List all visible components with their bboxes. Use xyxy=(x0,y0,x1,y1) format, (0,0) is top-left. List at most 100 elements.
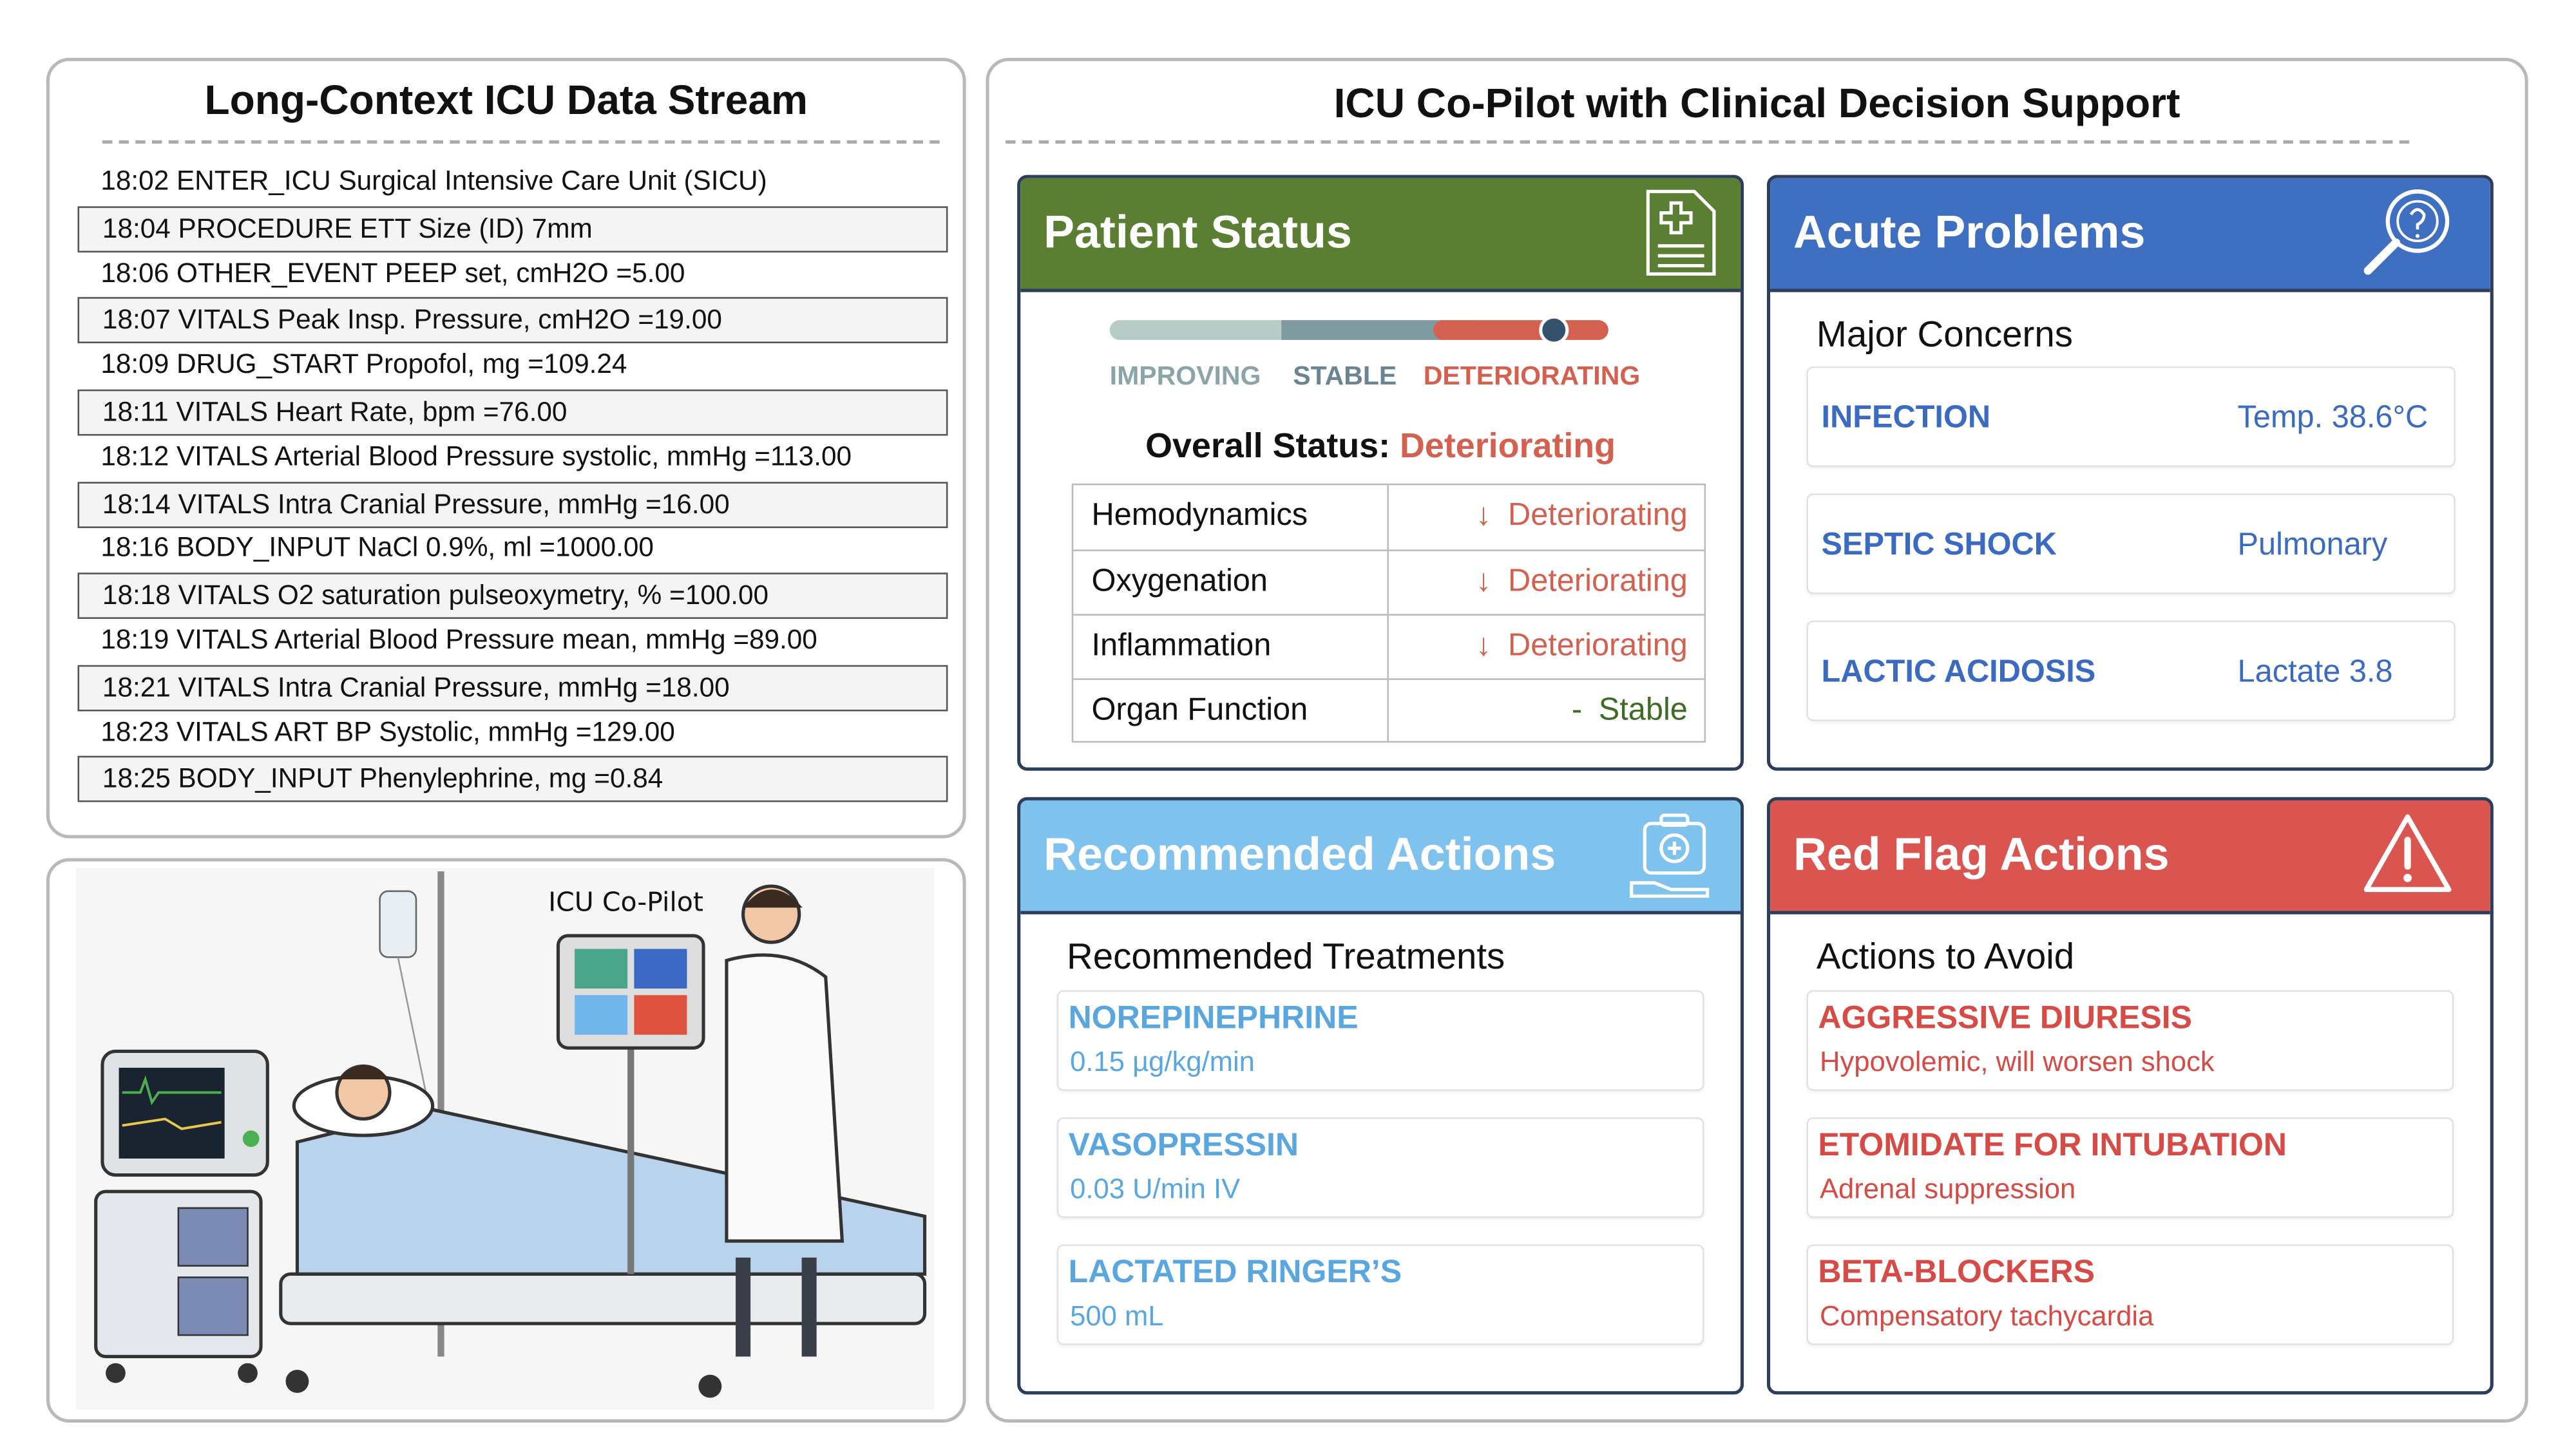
status: Deteriorating xyxy=(1508,564,1688,600)
wheel xyxy=(238,1363,258,1383)
action-detail: 0.03 U/min IV xyxy=(1070,1173,1241,1205)
doctor-coat xyxy=(725,953,844,1243)
action-detail: 0.15 µg/kg/min xyxy=(1070,1046,1255,1078)
status-row: Organ Function - Stable xyxy=(1073,678,1704,743)
search-icon xyxy=(2363,189,2450,275)
metric-name: Hemodynamics xyxy=(1091,498,1308,533)
wave xyxy=(122,1117,222,1130)
action-name: ETOMIDATE FOR INTUBATION xyxy=(1818,1127,2287,1164)
metric-status: ↓ Deteriorating xyxy=(1476,564,1688,600)
action-name: VASOPRESSIN xyxy=(1068,1127,1299,1164)
illustration-label: ICU Co-Pilot xyxy=(548,887,703,918)
action-item: AGGRESSIVE DIURESIS Hypovolemic, will wor… xyxy=(1806,990,2454,1091)
card-subtitle: Major Concerns xyxy=(1816,313,2073,355)
stream-row: 18:06 OTHER_EVENT PEEP set, cmH2O =5.00 xyxy=(100,258,685,289)
drawer xyxy=(177,1207,249,1267)
metric-cell-divider xyxy=(1387,485,1389,550)
problem-name: INFECTION xyxy=(1821,401,1991,436)
status: Stable xyxy=(1598,693,1688,728)
card-title: Acute Problems xyxy=(1793,206,2146,258)
status: Deteriorating xyxy=(1508,629,1688,664)
illustration-panel: ICU Co-Pilot xyxy=(46,858,966,1423)
action-item: BETA-BLOCKERS Compensatory tachycardia xyxy=(1806,1244,2454,1345)
action-item: LACTATED RINGER’S 500 mL xyxy=(1056,1244,1704,1345)
trend: ↓ xyxy=(1476,498,1492,533)
bed-frame xyxy=(279,1272,927,1325)
action-detail: Adrenal suppression xyxy=(1819,1173,2076,1205)
action-detail: Compensatory tachycardia xyxy=(1819,1300,2154,1332)
status-row: Inflammation ↓ Deteriorating xyxy=(1073,614,1704,679)
scale-label: STABLE xyxy=(1293,363,1397,392)
action-detail: Hypovolemic, will worsen shock xyxy=(1819,1046,2215,1078)
trend: ↓ xyxy=(1476,564,1492,600)
status-row: Oxygenation ↓ Deteriorating xyxy=(1073,549,1704,614)
card-subtitle: Recommended Treatments xyxy=(1067,935,1505,978)
card-subtitle: Actions to Avoid xyxy=(1816,935,2075,978)
stream-row: 18:25 BODY_INPUT Phenylephrine, mg =0.84 xyxy=(77,756,948,803)
panel-title: Long-Context ICU Data Stream xyxy=(204,77,808,124)
problem-name: LACTIC ACIDOSIS xyxy=(1821,655,2096,690)
action-detail: 500 mL xyxy=(1070,1300,1164,1332)
divider xyxy=(1006,140,2410,144)
action-name: LACTATED RINGER’S xyxy=(1068,1254,1402,1291)
stream-row: 18:16 BODY_INPUT NaCl 0.9%, ml =1000.00 xyxy=(100,533,654,564)
patient-status-card: Patient Status IMPROVING STABLE DETERIOR… xyxy=(1017,175,1744,771)
metric-cell-divider xyxy=(1387,615,1389,679)
document-icon xyxy=(1646,189,1716,276)
card-header: Acute Problems xyxy=(1770,178,2490,292)
card-header: Red Flag Actions xyxy=(1770,800,2490,914)
tile xyxy=(575,995,628,1035)
card-header: Patient Status xyxy=(1020,178,1741,292)
red-flag-card: Red Flag Actions Actions to Avoid AGGRES… xyxy=(1766,797,2494,1395)
tile xyxy=(634,949,687,989)
problem-item: LACTIC ACIDOSIS Lactate 3.8 xyxy=(1806,620,2456,721)
illustration: ICU Co-Pilot xyxy=(75,867,935,1410)
stream-row: 18:18 VITALS O2 saturation pulseoxymetry… xyxy=(77,573,948,620)
status-row: Hemodynamics ↓ Deteriorating xyxy=(1073,485,1704,550)
acute-problems-card: Acute Problems Major Concerns INFECTION T… xyxy=(1766,175,2494,771)
stream-row: 18:11 VITALS Heart Rate, bpm =76.00 xyxy=(77,389,948,436)
stream-row: 18:21 VITALS Intra Cranial Pressure, mmH… xyxy=(77,665,948,711)
card-title: Patient Status xyxy=(1044,206,1352,258)
recommended-actions-card: Recommended Actions Recommended Treatmen… xyxy=(1017,797,1744,1395)
stream-row: 18:23 VITALS ART BP Systolic, mmHg =129.… xyxy=(100,717,675,747)
metric-cell-divider xyxy=(1387,679,1389,743)
metric-name: Oxygenation xyxy=(1091,564,1268,600)
problem-item: INFECTION Temp. 38.6°C xyxy=(1806,366,2456,468)
divider xyxy=(102,140,940,144)
stream-row: 18:07 VITALS Peak Insp. Pressure, cmH2O … xyxy=(77,298,948,345)
action-name: AGGRESSIVE DIURESIS xyxy=(1818,999,2192,1037)
data-stream-panel: Long-Context ICU Data Stream 18:02 ENTER… xyxy=(46,57,966,838)
stream-row: 18:09 DRUG_START Propofol, mg =109.24 xyxy=(100,350,627,380)
warning-icon xyxy=(2363,814,2452,893)
tile xyxy=(575,949,628,989)
tile xyxy=(634,995,687,1035)
panel-title: ICU Co-Pilot with Clinical Decision Supp… xyxy=(1333,80,2180,128)
action-item: VASOPRESSIN 0.03 U/min IV xyxy=(1056,1117,1704,1218)
status-table: Hemodynamics ↓ Deteriorating Oxygenation ↓ De… xyxy=(1071,483,1706,743)
stream-row: 18:14 VITALS Intra Cranial Pressure, mmH… xyxy=(77,481,948,527)
problem-detail: Temp. 38.6°C xyxy=(2237,401,2428,436)
overall-value: Deteriorating xyxy=(1400,427,1616,466)
iv-bag xyxy=(379,890,417,958)
trend: ↓ xyxy=(1476,629,1492,664)
overall-label: Overall Status: xyxy=(1145,427,1391,466)
stream-row: 18:19 VITALS Arterial Blood Pressure mea… xyxy=(100,625,817,656)
problem-detail: Pulmonary xyxy=(2237,528,2388,563)
metric-status: ↓ Deteriorating xyxy=(1476,498,1688,535)
problem-item: SEPTIC SHOCK Pulmonary xyxy=(1806,493,2456,594)
patient-hair xyxy=(338,1065,390,1079)
wheel xyxy=(106,1363,126,1383)
doctor-hair xyxy=(743,889,803,908)
wheel xyxy=(285,1369,309,1393)
medkit-icon xyxy=(1630,813,1710,898)
problem-detail: Lactate 3.8 xyxy=(2237,655,2393,690)
metric-name: Organ Function xyxy=(1091,693,1308,728)
stream-row: 18:02 ENTER_ICU Surgical Intensive Care … xyxy=(100,166,767,196)
card-header: Recommended Actions xyxy=(1020,800,1741,914)
metric-status: - Stable xyxy=(1572,693,1688,729)
scale-label: DETERIORATING xyxy=(1423,363,1641,392)
action-name: NOREPINEPHRINE xyxy=(1068,999,1359,1037)
card-title: Red Flag Actions xyxy=(1793,828,2170,880)
